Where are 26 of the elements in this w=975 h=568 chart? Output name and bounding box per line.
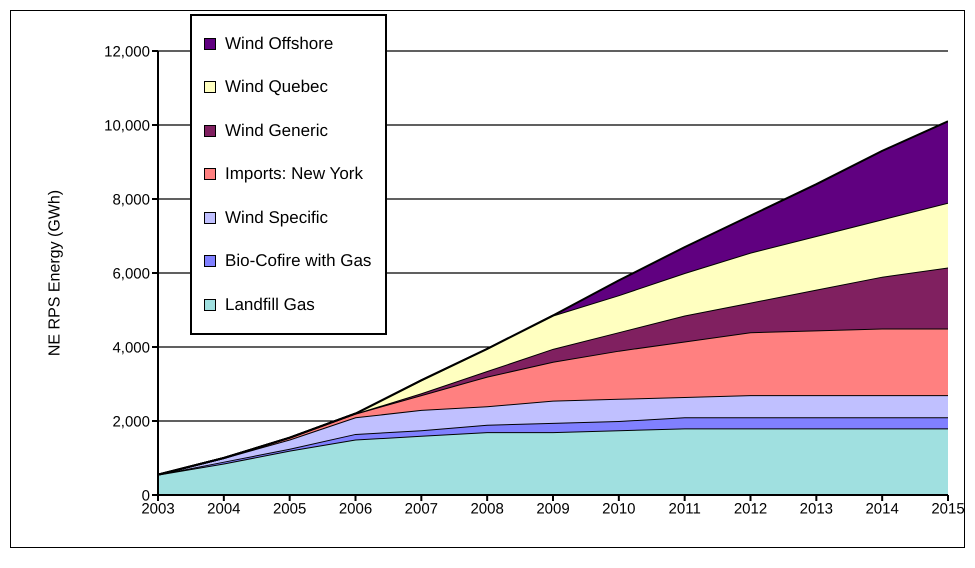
x-tick-label: 2011 (668, 500, 701, 518)
legend-label: Landfill Gas (225, 294, 315, 315)
y-tick-label: 2,000 (112, 413, 150, 430)
y-tick-label: 4,000 (112, 339, 150, 356)
y-tick-label: 10,000 (104, 117, 150, 134)
legend-label: Wind Offshore (225, 34, 334, 54)
legend-label: Imports: New York (225, 164, 363, 184)
legend-label: Bio-Cofire with Gas (225, 251, 372, 272)
legend-label: Wind Quebec (225, 77, 328, 98)
x-tick-label: 2005 (272, 500, 306, 518)
y-tick-label: 6,000 (112, 265, 150, 282)
y-axis-title: NE RPS Energy (GWh) (46, 190, 64, 356)
x-tick-label: 2015 (931, 500, 965, 518)
x-tick-label: 2004 (207, 500, 241, 518)
x-tick-label: 2012 (734, 500, 768, 518)
x-tick-label: 2006 (338, 500, 372, 518)
x-tick-label: 2007 (404, 500, 438, 518)
x-tick-label: 2008 (470, 500, 504, 518)
x-tick-label: 2009 (536, 500, 570, 518)
x-tick-label: 2010 (602, 500, 636, 518)
legend-label: Wind Generic (225, 120, 328, 141)
x-tick-label: 2014 (865, 500, 899, 518)
y-tick-label: 12,000 (104, 43, 150, 60)
legend-label: Wind Specific (225, 208, 328, 228)
y-tick-label: 8,000 (112, 191, 150, 208)
x-tick-label: 2013 (800, 500, 834, 518)
